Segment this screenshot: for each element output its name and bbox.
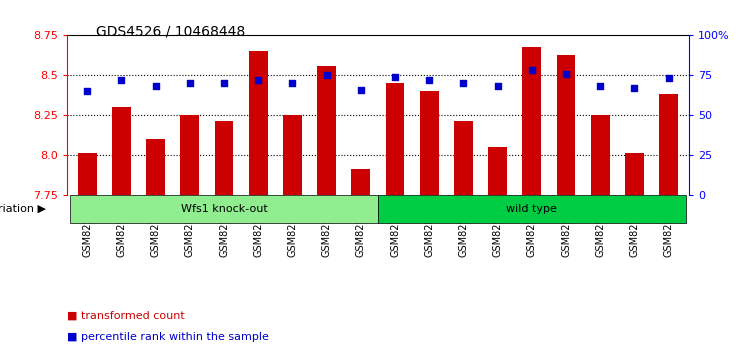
Point [287,80,299,86]
Text: Wfs1 knock-out: Wfs1 knock-out [181,204,268,214]
Bar [146,139,165,195]
Bar [180,115,199,195]
Bar [317,65,336,195]
Bar [591,115,610,195]
Point [594,84,606,89]
Bar [78,153,96,195]
Bar [659,94,678,195]
Point [560,71,572,76]
Point [321,72,333,78]
Point [628,85,640,91]
Point [389,74,401,80]
Point [492,84,504,89]
Bar [351,169,370,195]
Point [457,80,469,86]
Bar [385,83,405,195]
Point [150,84,162,89]
Bar [70,195,378,223]
Bar [215,121,233,195]
Text: ■ percentile rank within the sample: ■ percentile rank within the sample [67,332,268,342]
Bar [454,121,473,195]
Point [184,80,196,86]
Point [355,87,367,92]
Point [662,75,674,81]
Point [252,77,264,83]
Bar [112,107,131,195]
Text: wild type: wild type [506,204,557,214]
Bar [522,47,541,195]
Text: ■ transformed count: ■ transformed count [67,310,185,321]
Text: genotype/variation ▶: genotype/variation ▶ [0,204,46,214]
Point [218,80,230,86]
Bar [283,115,302,195]
Point [423,77,435,83]
Bar [420,91,439,195]
Point [526,68,538,73]
Bar [249,51,268,195]
Bar [556,55,576,195]
Point [82,88,93,94]
Point [116,77,127,83]
Bar [378,195,685,223]
Text: GDS4526 / 10468448: GDS4526 / 10468448 [96,25,245,39]
Bar [488,147,507,195]
Bar [625,153,644,195]
